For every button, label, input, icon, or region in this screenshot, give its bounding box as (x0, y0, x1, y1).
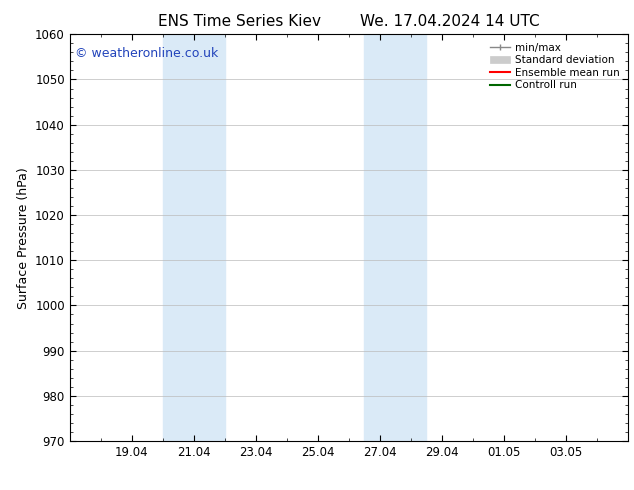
Legend: min/max, Standard deviation, Ensemble mean run, Controll run: min/max, Standard deviation, Ensemble me… (486, 40, 623, 94)
Bar (163, 34, 194, 441)
Bar (395, 34, 426, 441)
Title: ENS Time Series Kiev        We. 17.04.2024 14 UTC: ENS Time Series Kiev We. 17.04.2024 14 U… (158, 14, 540, 29)
Bar (364, 34, 395, 441)
Text: © weatheronline.co.uk: © weatheronline.co.uk (75, 47, 219, 59)
Y-axis label: Surface Pressure (hPa): Surface Pressure (hPa) (16, 167, 30, 309)
Bar (194, 34, 224, 441)
